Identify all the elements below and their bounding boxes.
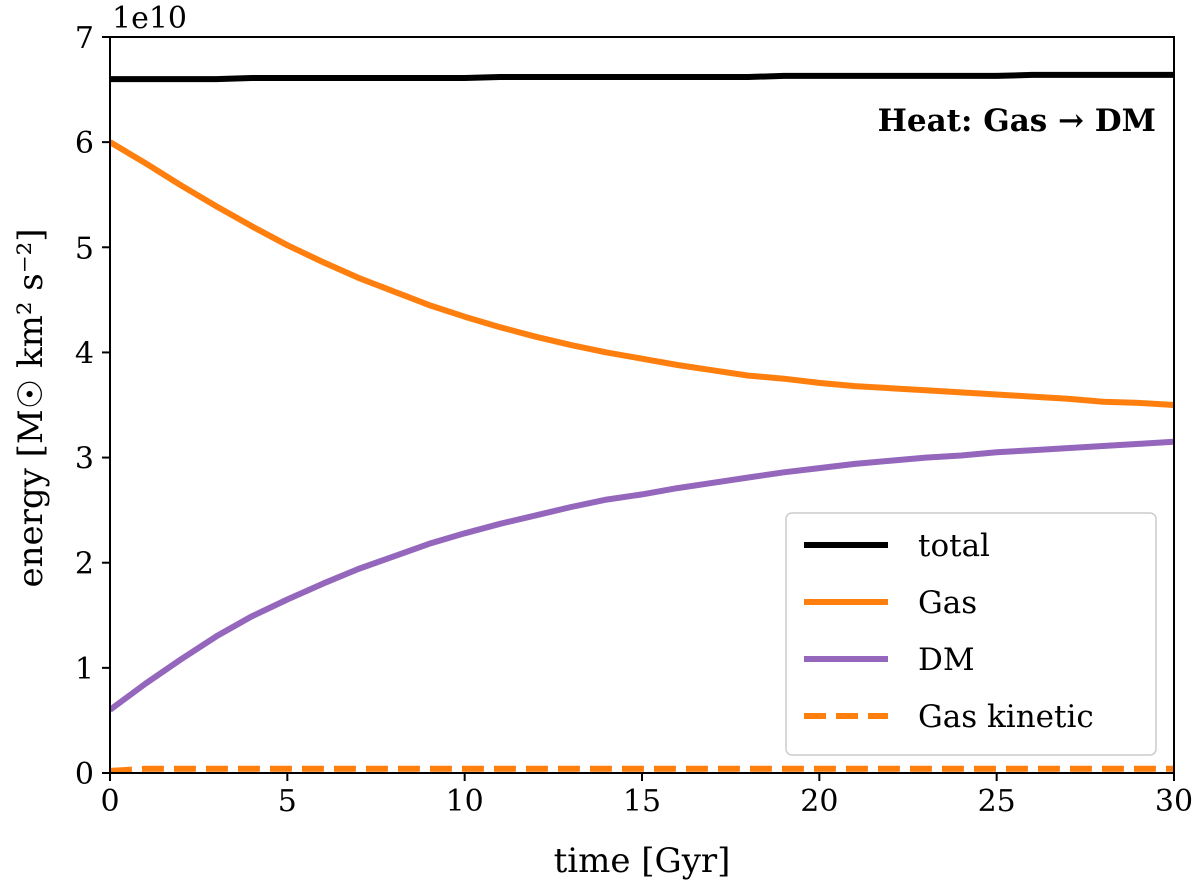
series-layer bbox=[110, 71, 1174, 773]
y-tick-label: 7 bbox=[75, 21, 94, 56]
legend-label-gas-kinetic: Gas kinetic bbox=[918, 699, 1094, 735]
x-tick-label: 20 bbox=[800, 784, 838, 819]
y-tick-label: 2 bbox=[75, 547, 94, 582]
y-tick-label: 5 bbox=[75, 231, 94, 266]
y-tick-label: 6 bbox=[75, 126, 94, 161]
x-tick-label: 10 bbox=[446, 784, 484, 819]
y-tick-label: 0 bbox=[75, 757, 94, 792]
x-tick-label: 25 bbox=[978, 784, 1016, 819]
x-tick-label: 0 bbox=[100, 784, 119, 819]
y-offset-label: 1e10 bbox=[112, 1, 187, 36]
series-line-total bbox=[110, 71, 1174, 83]
y-tick-label: 4 bbox=[75, 336, 94, 371]
series-line-dm bbox=[110, 438, 1174, 713]
x-tick-label: 30 bbox=[1155, 784, 1193, 819]
legend-label-dm: DM bbox=[918, 642, 975, 678]
legend-label-total: total bbox=[918, 528, 990, 564]
legend-label-gas: Gas bbox=[918, 585, 977, 621]
y-tick-label: 3 bbox=[75, 442, 94, 477]
legend-box bbox=[785, 512, 1157, 756]
ticks-layer: 0 5 10 15 20 25 30 0 1 2 3 4 5 6 7 bbox=[75, 21, 1193, 819]
x-tick-label: 15 bbox=[623, 784, 661, 819]
series-line-gas-kinetic bbox=[110, 765, 1174, 773]
legend: total Gas DM Gas kinetic bbox=[785, 512, 1157, 756]
annotation-heat: Heat: Gas → DM bbox=[878, 103, 1156, 139]
series-line-gas bbox=[110, 139, 1174, 408]
y-axis-title: energy [M☉ km² s⁻²] bbox=[11, 228, 51, 587]
x-tick-label: 5 bbox=[278, 784, 297, 819]
x-axis-title: time [Gyr] bbox=[554, 841, 731, 881]
y-tick-label: 1 bbox=[75, 652, 94, 687]
